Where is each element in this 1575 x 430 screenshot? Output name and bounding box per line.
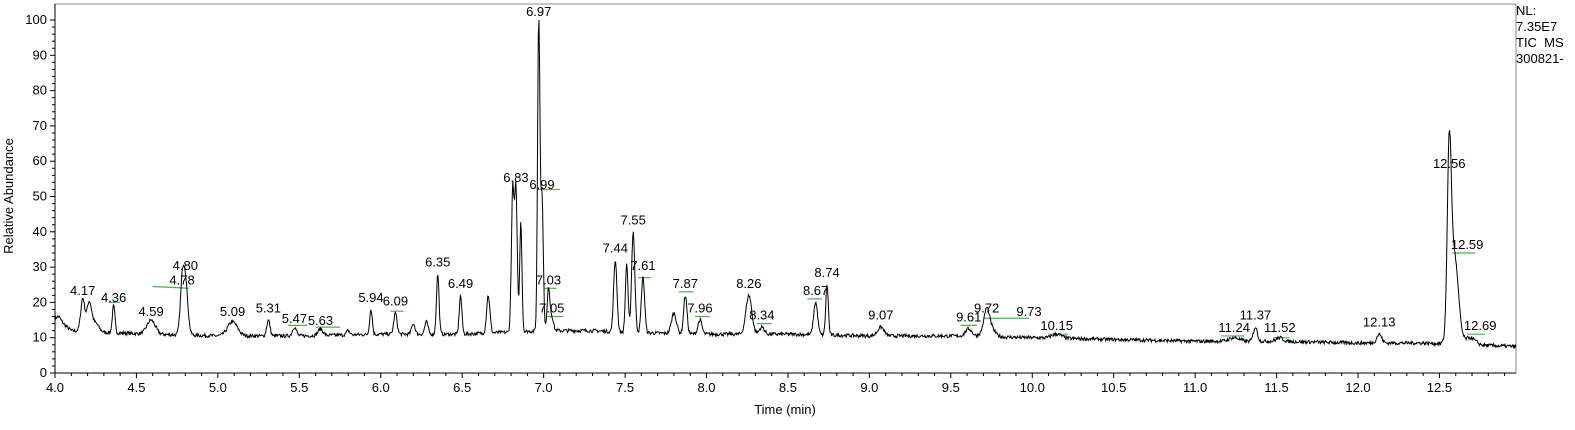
file-name: 300821-: [1516, 51, 1564, 66]
x-axis: 4.0 4.5 5.0 5.5 6.0 6.5 7.0 7.5 8.0 8.5 9.0 9.5 10.0…: [46, 372, 1516, 395]
y-tick-label: 0: [40, 365, 47, 380]
peak-label: 8.67: [803, 283, 828, 298]
y-tick-label: 60: [33, 153, 47, 168]
peak-label: 9.72: [974, 301, 999, 316]
peak-label: 5.09: [220, 304, 245, 319]
peak-label: 9.07: [868, 308, 893, 323]
peak-label: 11.37: [1240, 308, 1272, 323]
peak-label: 12.59: [1451, 237, 1484, 252]
peak-label: 7.44: [603, 241, 628, 256]
peak-label: 7.03: [536, 272, 561, 287]
y-tick-label: 40: [33, 224, 47, 239]
peak-label: 11.52: [1264, 320, 1296, 335]
y-tick-label: 90: [33, 47, 47, 62]
peak-label: 4.78: [169, 272, 194, 287]
scan-filter: TIC MS: [1516, 35, 1564, 50]
nl-value: 7.35E7: [1516, 19, 1558, 34]
peak-label: 6.49: [448, 276, 473, 291]
peak-label: 4.59: [138, 304, 163, 319]
x-tick-label: 12.0: [1345, 380, 1370, 395]
y-tick-label: 80: [33, 83, 47, 98]
x-tick-label: 11.0: [1183, 380, 1207, 395]
y-tick-label: 30: [33, 259, 47, 274]
x-tick-label: 5.0: [209, 380, 227, 395]
x-tick-label: 9.5: [942, 380, 960, 395]
peak-label: 7.61: [630, 258, 655, 273]
y-axis-title: Relative Abundance: [1, 138, 16, 254]
peak-label: 7.05: [539, 301, 564, 316]
peak-label: 6.09: [383, 293, 408, 308]
nl-label: NL:: [1516, 3, 1537, 18]
y-tick-label: 70: [33, 118, 47, 133]
peak-boundary: [152, 285, 189, 289]
peak-label: 6.83: [503, 170, 528, 185]
peak-label: 5.63: [308, 313, 333, 328]
x-tick-label: 10.0: [1020, 380, 1045, 395]
peak-label: 4.17: [70, 283, 95, 298]
peak-label: 4.36: [101, 290, 126, 305]
x-tick-label: 4.5: [127, 380, 145, 395]
peak-label: 12.69: [1464, 318, 1497, 333]
peak-label: 7.87: [673, 276, 698, 291]
x-tick-label: 6.0: [372, 380, 390, 395]
peak-label: 9.73: [1016, 304, 1041, 319]
y-tick-label: 20: [33, 294, 47, 309]
peak-label: 11.24: [1218, 320, 1250, 335]
peak-label: 9.61: [956, 309, 981, 324]
peak-label: 8.74: [814, 265, 839, 280]
x-tick-label: 8.5: [779, 380, 797, 395]
peak-label: 6.35: [425, 255, 450, 270]
y-tick-label: 100: [25, 12, 47, 27]
x-tick-label: 9.0: [860, 380, 878, 395]
x-tick-label: 8.0: [697, 380, 715, 395]
plot-area: [54, 3, 1517, 374]
x-tick-label: 6.5: [453, 380, 471, 395]
peak-boundary-markers: [108, 188, 1486, 339]
x-tick-label: 4.0: [46, 380, 64, 395]
x-axis-title: Time (min): [754, 402, 816, 417]
scan-info-panel: NL: 7.35E7 TIC MS 300821-: [1516, 3, 1564, 67]
peak-label: 12.56: [1433, 156, 1466, 171]
y-tick-label: 50: [33, 189, 47, 204]
peak-label: 8.34: [749, 308, 774, 323]
y-tick-label: 10: [33, 330, 47, 345]
peak-label: 5.47: [282, 311, 307, 326]
x-tick-label: 10.5: [1101, 380, 1126, 395]
peak-label: 10.15: [1040, 318, 1073, 333]
x-tick-label: 11.5: [1264, 380, 1288, 395]
peak-label: 5.94: [358, 290, 383, 305]
peak-label: 12.13: [1363, 315, 1396, 330]
x-tick-label: 7.5: [616, 380, 634, 395]
peak-label: 7.96: [687, 301, 712, 316]
peak-label: 4.80: [173, 258, 198, 273]
peak-labels: 4.17 4.36 4.59 4.784.80 5.09 5.315.47 5.63 5.94…: [70, 4, 1496, 335]
peak-label: 8.26: [736, 276, 761, 291]
x-tick-label: 7.0: [535, 380, 553, 395]
peak-label: 6.99: [529, 177, 554, 192]
x-tick-label: 5.5: [290, 380, 308, 395]
chromatogram-trace: [54, 19, 1517, 373]
peak-label: 5.31: [256, 301, 281, 316]
y-axis: 0 10 20 30 40 50 60 70 80 90 100: [25, 4, 56, 380]
peak-label: 7.55: [621, 212, 646, 227]
peak-label: 6.97: [526, 4, 551, 19]
x-tick-label: 12.5: [1427, 380, 1452, 395]
